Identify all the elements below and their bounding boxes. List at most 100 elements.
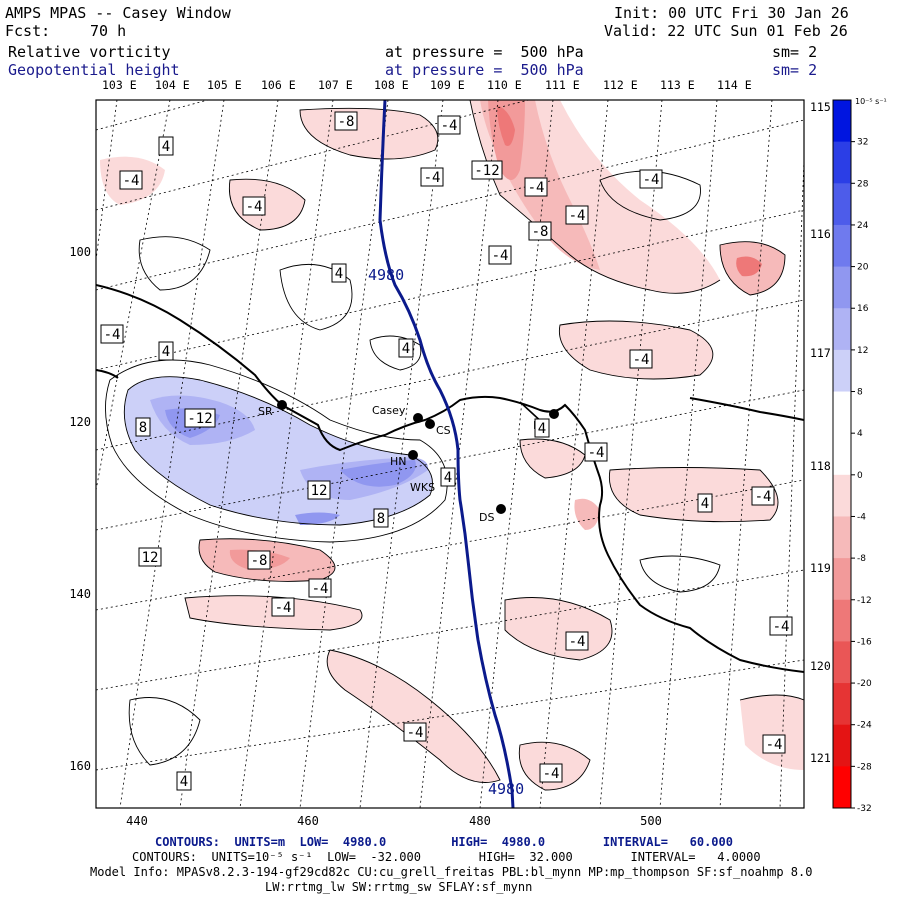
colorbar-tick-label: 4 [857,429,863,439]
vorticity-label: -4 [100,324,124,344]
svg-text:8: 8 [139,420,147,436]
field1-level: at pressure = 500 hPa [385,43,584,61]
svg-text:12: 12 [311,483,328,499]
svg-text:-4: -4 [275,600,292,616]
valid-time: Valid: 22 UTC Sun 01 Feb 26 [604,22,848,40]
station-label-casey: Casey [372,404,406,417]
svg-text:-4: -4 [643,172,660,188]
coastline-east [689,397,804,421]
vorticity-label: -4 [565,631,589,651]
svg-text:-4: -4 [441,118,458,134]
svg-text:12: 12 [142,550,159,566]
vorticity-label: 8 [373,508,389,528]
colorbar-segment [833,308,851,351]
colorbar-tick-label: 32 [857,138,868,148]
svg-text:-4: -4 [312,581,329,597]
left-axis-labels: 100 120 140 160 [69,245,91,773]
colorbar-tick-label: -12 [857,596,872,606]
height-label-south: 4980 [488,780,524,798]
colorbar-tick-label: 20 [857,263,869,273]
colorbar-tick-label: -28 [857,762,872,772]
map-frame [95,99,805,809]
colorbar-tick-label: 24 [857,221,869,231]
top-lon-label: 109 E [430,78,465,92]
station-label-cs: CS [436,424,451,437]
svg-text:-4: -4 [569,208,586,224]
field2-level: at pressure = 500 hPa [385,61,584,79]
bottom-axis-label: 460 [297,814,319,828]
station-dot-casey [413,413,423,423]
svg-text:4: 4 [402,341,410,357]
colorbar-tick-label: -32 [857,804,872,814]
svg-text:-4: -4 [123,173,140,189]
station-label-wks: WKS [410,481,435,494]
vorticity-label: 4 [697,493,713,513]
forecast-label: Fcst: [5,22,51,40]
vorticity-label: -4 [639,169,663,189]
svg-text:-8: -8 [338,114,355,130]
svg-text:8: 8 [377,511,385,527]
vorticity-label: -4 [584,442,608,462]
plot-title: AMPS MPAS -- Casey Window [5,4,231,22]
svg-text:-12: -12 [474,163,499,179]
colorbar-segment [833,100,851,143]
vorticity-label: 4 [534,418,550,438]
top-lon-label: 113 E [660,78,695,92]
svg-text:-4: -4 [246,199,263,215]
vorticity-labels: -8 -4 -4 4 -4 -4 -12 -4 -4 -4 -8 -4 4 -4 4 4 -4 -12 8 12 8 4 -… [100,111,793,791]
colorbar-unit: 10⁻⁵ s⁻¹ [855,97,887,106]
vorticity-label: -4 [242,196,266,216]
colorbar-segment [833,474,851,517]
station-label-sr: SR [258,405,273,418]
vorticity-label: -8 [334,111,358,131]
colorbar-segment [833,516,851,559]
svg-text:4: 4 [538,421,546,437]
init-time: Init: 00 UTC Fri 30 Jan 26 [614,4,849,22]
vorticity-label: 4 [158,341,174,361]
svg-text:-8: -8 [532,224,549,240]
left-axis-label: 120 [69,415,91,429]
colorbar-segment [833,141,851,184]
bottom-axis-label: 440 [126,814,148,828]
left-axis-label: 140 [69,587,91,601]
top-lon-label: 103 E [102,78,137,92]
colorbar-segment [833,349,851,393]
colorbar-segment [833,599,851,642]
svg-text:-4: -4 [755,489,772,505]
top-lon-label: 104 E [155,78,190,92]
colorbar-segment [833,391,851,434]
vorticity-label: -4 [119,170,143,190]
vorticity-label: 12 [307,480,331,500]
top-lon-label: 112 E [603,78,638,92]
vorticity-label: -4 [437,115,461,135]
station-label-ds: DS [479,511,494,524]
field1-name: Relative vorticity [8,43,171,61]
vorticity-label: 4 [331,263,347,283]
vorticity-label: -4 [565,205,589,225]
colorbar-tick-label: 28 [857,179,869,189]
svg-text:-4: -4 [773,619,790,635]
vorticity-label: -12 [471,160,503,180]
colorbar-segment [833,641,851,684]
station-dot-ld [549,409,559,419]
colorbar-tick-label: 12 [857,346,868,356]
svg-text:-4: -4 [407,725,424,741]
vorticity-label: -4 [751,486,775,506]
colorbar-segment [833,433,851,476]
field1-smoothing: sm= 2 [772,43,818,61]
footer-model-info-2: LW:rrtmg_lw SW:rrtmg_sw SFLAY:sf_mynn [265,880,533,894]
station-dot-ds [496,504,506,514]
svg-text:-4: -4 [424,170,441,186]
vorticity-label: 12 [138,547,162,567]
svg-text:4: 4 [444,470,452,486]
vorticity-label: -4 [271,597,295,617]
colorbar-tick-label: -16 [857,637,872,647]
top-lon-label: 107 E [318,78,353,92]
vorticity-label: -12 [184,408,216,428]
station-dot-hn [408,450,418,460]
colorbar-segment [833,183,851,226]
vorticity-label: -8 [247,550,271,570]
svg-text:-4: -4 [766,737,783,753]
svg-text:-4: -4 [543,766,560,782]
coastline-west [96,369,119,379]
